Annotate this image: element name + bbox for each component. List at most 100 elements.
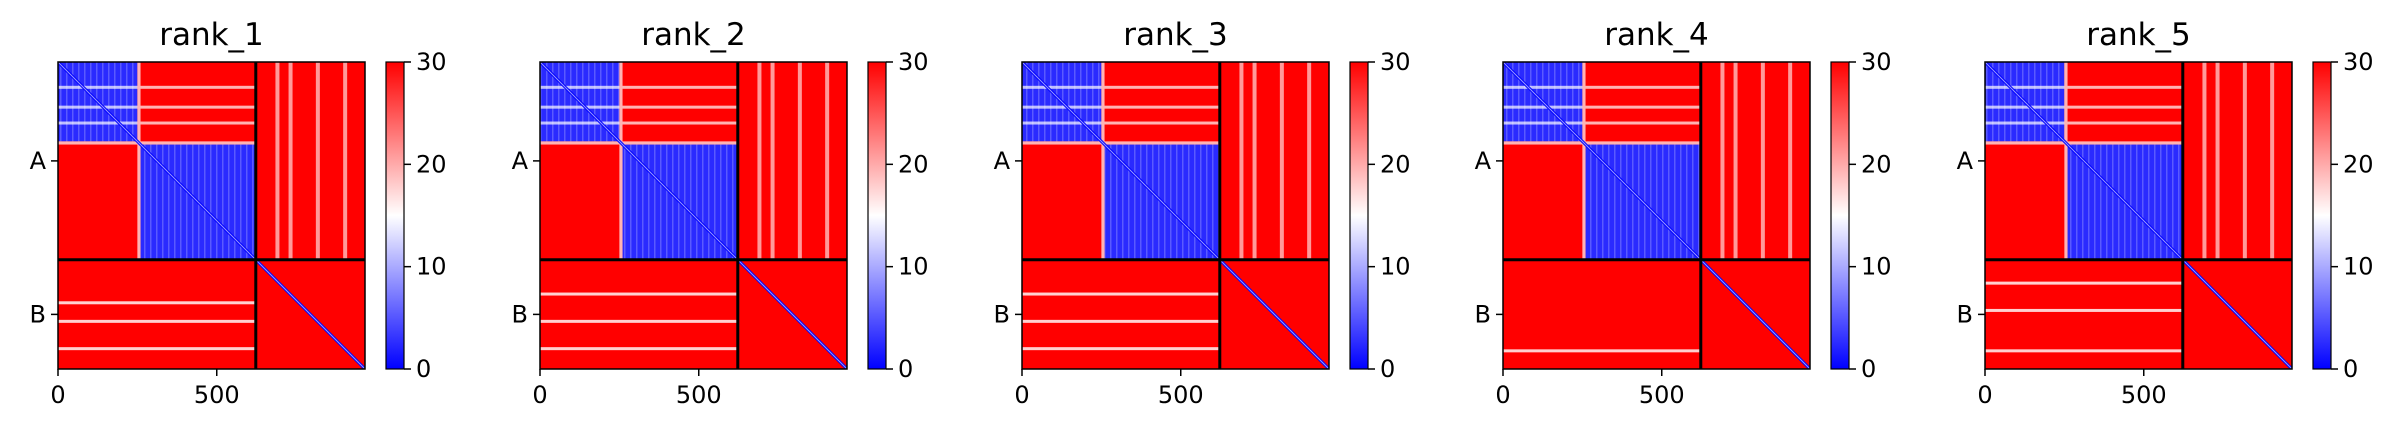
ab-stripe-2 [1252, 62, 1257, 260]
ab-stripe-3 [315, 62, 320, 260]
ab-stripe-3 [797, 62, 802, 260]
diagonal-highlight [1985, 62, 2292, 369]
axes-frame [57, 61, 366, 370]
colorbar-tick-label: 20 [1861, 150, 1892, 178]
gap-band-vertical [1582, 62, 1586, 260]
colorbar-tick-label: 20 [2343, 150, 2374, 178]
a-row-stripe-3 [58, 121, 256, 125]
a-row-stripe-2 [58, 105, 256, 109]
a-row-stripe-3 [540, 121, 738, 125]
colorbar [1349, 61, 1369, 370]
x-tick-label: 500 [194, 381, 240, 409]
ab-stripe-1 [757, 62, 762, 260]
heatmap-body [540, 62, 847, 369]
ab-stripe-2 [2215, 62, 2220, 260]
colorbar [385, 61, 405, 370]
ab-stripe-4 [1307, 62, 1312, 260]
y-tick-label-A: A [994, 147, 1011, 175]
chart-title: rank_4 [1604, 17, 1709, 53]
ba-row-2 [1022, 319, 1220, 323]
chart-panel-2: rank_2 A B 0 500 0 10 20 30 [512, 17, 929, 409]
y-tick-label-A: A [1957, 147, 1974, 175]
y-tick-label-A: A [512, 147, 529, 175]
colorbar-tick-label: 0 [2343, 355, 2358, 383]
a-row-stripe-2 [1503, 105, 1701, 109]
gap-band-vertical [619, 62, 623, 260]
colorbar-tick-label: 0 [1380, 355, 1395, 383]
colorbar-tick-label: 10 [1380, 253, 1411, 281]
colorbar-tick-label: 10 [2343, 253, 2374, 281]
ab-stripe-3 [1279, 62, 1284, 260]
ab-stripe-3 [1760, 62, 1765, 260]
a-row-stripe-1 [540, 85, 738, 89]
ab-stripe-2 [288, 62, 293, 260]
chart-title: rank_5 [2086, 17, 2191, 53]
x-tick-label: 0 [1014, 381, 1029, 409]
ab-stripe-2 [770, 62, 775, 260]
gap-band-horizontal [1503, 141, 1701, 145]
axes-frame [1021, 61, 1330, 370]
gap-band-vertical [137, 62, 141, 260]
gap-band-horizontal [58, 141, 256, 145]
diagonal-highlight [58, 62, 365, 369]
a-row-stripe-2 [540, 105, 738, 109]
ba-row-3 [1022, 347, 1220, 351]
chart-title: rank_2 [641, 17, 746, 53]
a-row-stripe-1 [1985, 85, 2183, 89]
colorbar-tick-label: 10 [416, 253, 447, 281]
ab-stripe-4 [343, 62, 348, 260]
y-tick-label-A: A [1475, 147, 1492, 175]
colorbar-tick-label: 30 [1861, 48, 1892, 76]
ab-stripe-1 [1720, 62, 1725, 260]
x-tick-label: 500 [1158, 381, 1204, 409]
colorbar-tick-label: 30 [898, 48, 929, 76]
ba-row-2 [58, 319, 256, 323]
y-tick-label-B: B [1957, 300, 1973, 328]
chart-panel-1: rank_1 A B 0 500 0 10 20 30 [30, 17, 447, 409]
ab-stripe-4 [825, 62, 830, 260]
x-tick-label: 500 [1639, 381, 1685, 409]
ba-row-1 [1503, 349, 1701, 353]
colorbar-tick-label: 20 [1380, 150, 1411, 178]
a-row-stripe-2 [1985, 105, 2183, 109]
colorbar-tick-label: 10 [1861, 253, 1892, 281]
y-tick-label-B: B [994, 300, 1010, 328]
diagonal-highlight [1503, 62, 1810, 369]
gap-band-horizontal [1985, 141, 2183, 145]
ab-stripe-1 [275, 62, 280, 260]
x-tick-label: 0 [50, 381, 65, 409]
x-tick-label: 0 [1977, 381, 1992, 409]
chart-title: rank_3 [1123, 17, 1228, 53]
y-tick-label-B: B [30, 300, 46, 328]
colorbar-tick-label: 0 [898, 355, 913, 383]
ab-stripe-1 [2202, 62, 2207, 260]
ba-row-1 [540, 292, 738, 296]
gap-band-vertical [2064, 62, 2068, 260]
a-row-stripe-1 [58, 85, 256, 89]
colorbar-tick-label: 0 [416, 355, 431, 383]
gap-band-horizontal [1022, 141, 1220, 145]
ab-stripe-2 [1733, 62, 1738, 260]
ab-stripe-4 [2270, 62, 2275, 260]
colorbar-tick-label: 20 [898, 150, 929, 178]
ba-row-2 [1985, 308, 2183, 312]
ab-stripe-4 [1788, 62, 1793, 260]
ba-row-1 [1985, 281, 2183, 285]
colorbar-tick-label: 30 [416, 48, 447, 76]
colorbar-tick-label: 30 [2343, 48, 2374, 76]
x-tick-label: 0 [1495, 381, 1510, 409]
heatmap-body [1022, 62, 1329, 369]
chart-panel-3: rank_3 A B 0 500 0 10 20 30 [994, 17, 1411, 409]
colorbar-tick-label: 0 [1861, 355, 1876, 383]
y-tick-label-B: B [1475, 300, 1491, 328]
colorbar-tick-label: 30 [1380, 48, 1411, 76]
heatmap-body [1985, 62, 2292, 369]
ab-stripe-1 [1239, 62, 1244, 260]
ba-row-3 [540, 347, 738, 351]
a-row-stripe-3 [1503, 121, 1701, 125]
ba-row-1 [1022, 292, 1220, 296]
axes-frame [1502, 61, 1811, 370]
chart-title: rank_1 [159, 17, 264, 53]
colorbar [2312, 61, 2332, 370]
